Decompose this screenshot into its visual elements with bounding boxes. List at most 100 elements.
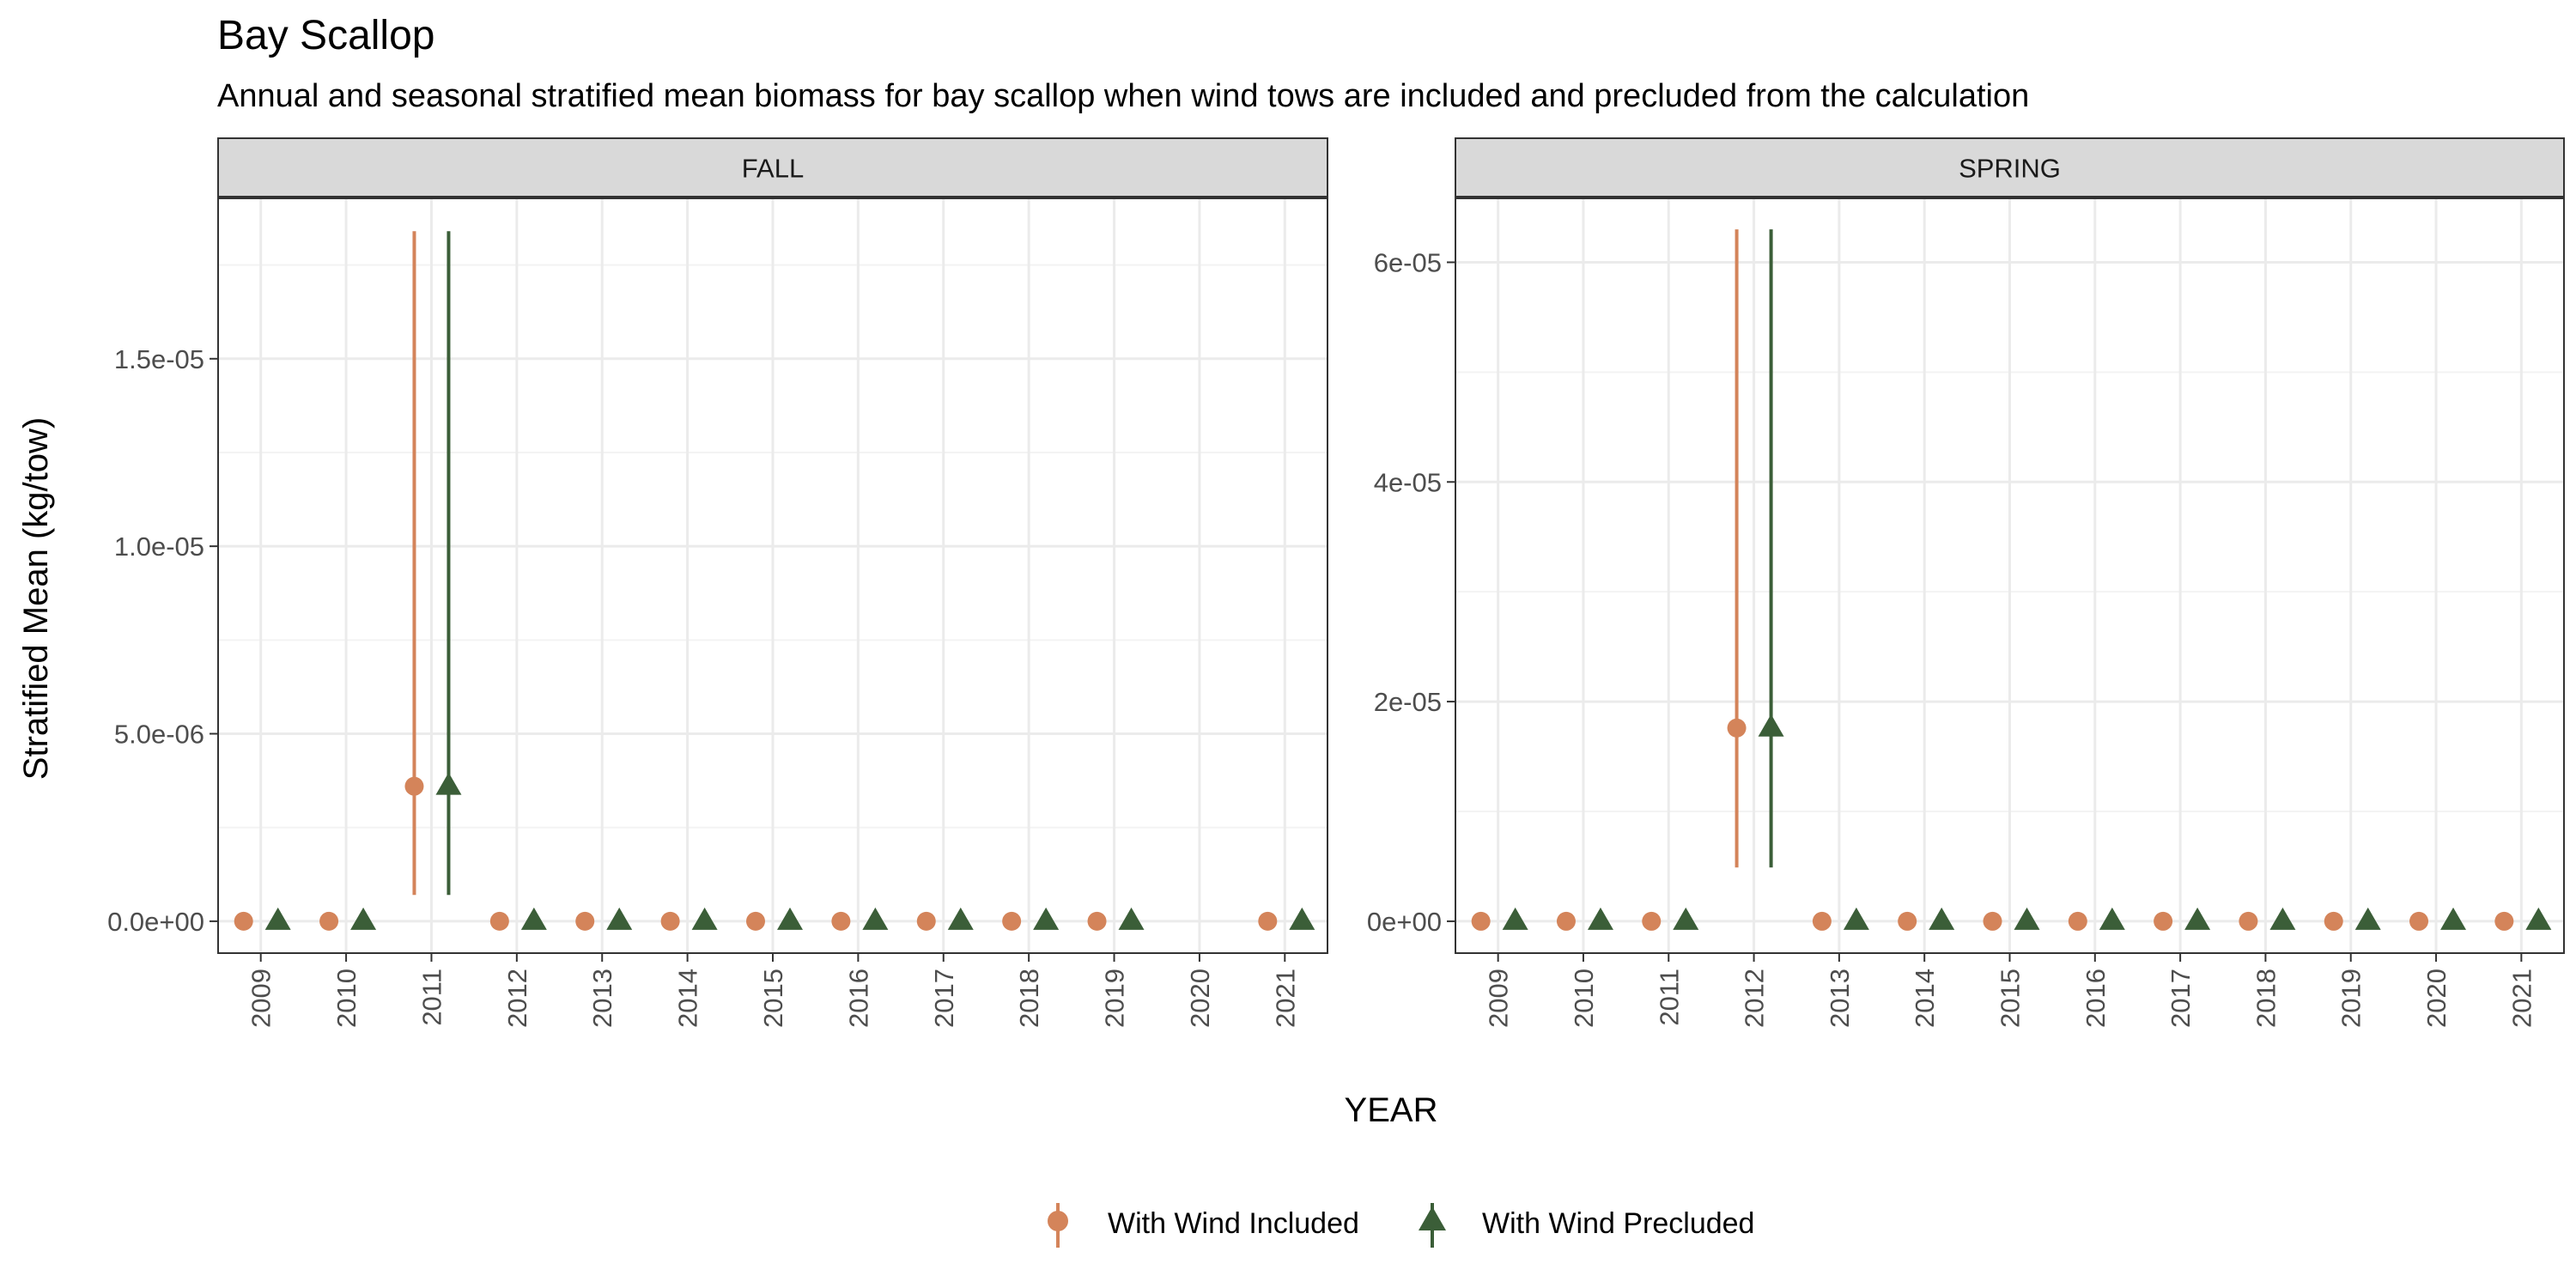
x-tick-label: 2020 [1185, 969, 1215, 1028]
x-tick-label: 2014 [673, 969, 703, 1028]
x-tick-label: 2018 [1014, 969, 1044, 1028]
x-tick-label: 2018 [2251, 969, 2281, 1028]
x-tick-label: 2010 [1569, 969, 1599, 1028]
point-wind-precluded [2354, 907, 2381, 930]
point-wind-included [1556, 911, 1576, 931]
point-wind-precluded [1929, 907, 1955, 930]
point-wind-precluded [2184, 907, 2211, 930]
point-wind-precluded [862, 907, 889, 930]
x-tick-label: 2020 [2421, 969, 2451, 1028]
x-tick-label: 2016 [2081, 969, 2111, 1028]
point-wind-included [1002, 911, 1022, 931]
point-wind-included [404, 776, 424, 796]
point-wind-precluded [691, 907, 718, 930]
x-tick-label: 2011 [1654, 969, 1684, 1026]
point-wind-precluded [264, 907, 291, 930]
point-wind-included [2239, 911, 2258, 931]
point-wind-included [489, 911, 509, 931]
point-wind-precluded [1758, 714, 1784, 737]
point-wind-precluded [1502, 907, 1528, 930]
x-tick-label: 2016 [843, 969, 873, 1028]
point-wind-included [1812, 911, 1832, 931]
x-tick-label: 2017 [2166, 969, 2196, 1028]
facet-strip-label: SPRING [1959, 154, 2061, 184]
point-wind-included [1898, 911, 1917, 931]
point-wind-precluded [350, 907, 377, 930]
point-wind-included [575, 911, 595, 931]
point-wind-included [2154, 911, 2173, 931]
point-wind-included [660, 911, 680, 931]
point-wind-included [2324, 911, 2343, 931]
y-axis-title: Stratified Mean (kg/tow) [17, 417, 55, 780]
x-tick-label: 2021 [2506, 969, 2537, 1028]
x-tick-label: 2009 [1484, 969, 1514, 1028]
y-tick-label: 4e-05 [1374, 467, 1442, 497]
point-wind-included [831, 911, 851, 931]
x-tick-label: 2019 [1100, 969, 1130, 1028]
legend-label-precluded: With Wind Precluded [1482, 1207, 1754, 1240]
point-wind-included [2409, 911, 2429, 931]
point-wind-precluded [1033, 907, 1060, 930]
point-wind-precluded [606, 907, 633, 930]
legend-precluded-triangle-icon [1419, 1206, 1446, 1230]
legend-label-included: With Wind Included [1108, 1207, 1359, 1240]
x-tick-label: 2019 [2336, 969, 2366, 1028]
point-wind-included [1642, 911, 1662, 931]
point-wind-included [1258, 911, 1278, 931]
point-wind-precluded [1587, 907, 1613, 930]
point-wind-included [1727, 718, 1747, 738]
y-tick-label: 6e-05 [1374, 247, 1442, 277]
x-tick-label: 2015 [758, 969, 788, 1028]
point-wind-precluded [1289, 907, 1315, 930]
facet-strip-label: FALL [742, 154, 804, 184]
point-wind-precluded [435, 772, 462, 795]
y-tick-label: 0.0e+00 [107, 907, 204, 937]
point-wind-included [1087, 911, 1107, 931]
y-tick-label: 0e+00 [1367, 907, 1442, 937]
x-tick-label: 2009 [246, 969, 276, 1028]
point-wind-precluded [2014, 907, 2040, 930]
x-tick-label: 2010 [331, 969, 361, 1028]
point-wind-precluded [2099, 907, 2125, 930]
point-wind-included [234, 911, 253, 931]
x-tick-label: 2012 [1740, 969, 1770, 1028]
legend-key-included [1048, 1203, 1068, 1248]
x-tick-label: 2013 [1825, 969, 1855, 1028]
facet-strip [1455, 137, 2565, 198]
y-tick-label: 5.0e-06 [114, 720, 204, 750]
panel-spring: 0e+00 2e-05 4e-05 6e-05 2009 2010 2011 2012 2013… [1367, 137, 2565, 1028]
point-wind-precluded [777, 907, 803, 930]
chart-subtitle: Annual and seasonal stratified mean biom… [217, 78, 2029, 114]
point-wind-included [1471, 911, 1491, 931]
y-tick-label: 1.0e-05 [114, 532, 204, 562]
y-tick-label: 2e-05 [1374, 687, 1442, 717]
point-wind-precluded [1118, 907, 1145, 930]
point-wind-included [2494, 911, 2514, 931]
chart-title: Bay Scallop [217, 13, 434, 58]
x-tick-label: 2013 [587, 969, 617, 1028]
legend: With Wind Included With Wind Precluded [1048, 1203, 1754, 1248]
point-wind-precluded [947, 907, 974, 930]
x-tick-label: 2021 [1270, 969, 1300, 1028]
point-wind-included [916, 911, 936, 931]
x-tick-label: 2011 [416, 969, 447, 1026]
panel-fall: 0.0e+00 5.0e-06 1.0e-05 1.5e-05 2009 2010 2011… [107, 137, 1328, 1028]
legend-included-circle-icon [1048, 1211, 1068, 1231]
facet-strip [217, 137, 1328, 198]
point-wind-included [746, 911, 765, 931]
point-wind-included [319, 911, 339, 931]
x-tick-label: 2014 [1910, 969, 1940, 1028]
x-tick-label: 2015 [1996, 969, 2026, 1028]
point-wind-included [2068, 911, 2087, 931]
point-wind-included [1983, 911, 2002, 931]
legend-key-precluded [1419, 1203, 1446, 1248]
x-tick-label: 2012 [502, 969, 532, 1028]
point-wind-precluded [1843, 907, 1869, 930]
x-axis-title: YEAR [1345, 1091, 1438, 1129]
facet-panels: 0.0e+00 5.0e-06 1.0e-05 1.5e-05 2009 2010 2011… [107, 137, 2565, 1028]
point-wind-precluded [2525, 907, 2552, 930]
x-tick-label: 2017 [929, 969, 959, 1028]
point-wind-precluded [2440, 907, 2467, 930]
